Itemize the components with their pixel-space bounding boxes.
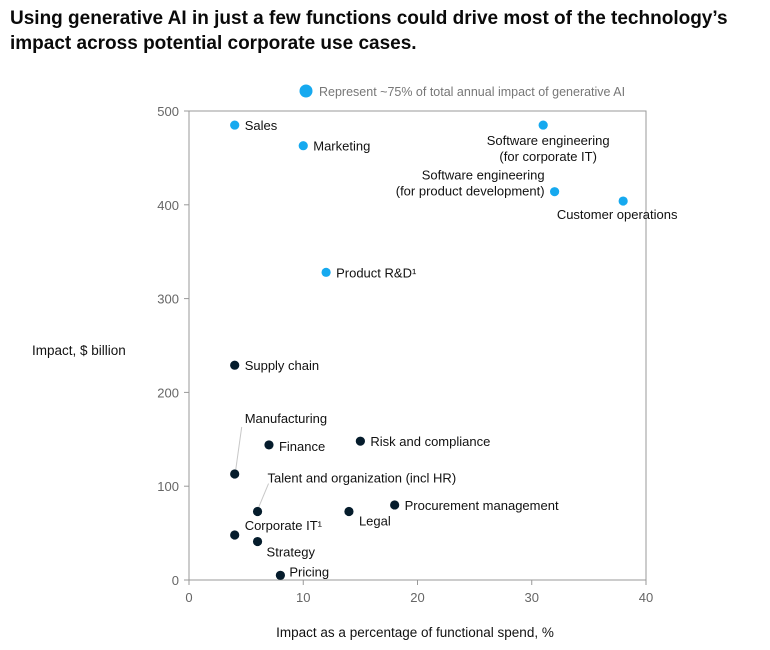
x-tick-label: 10 [296, 590, 310, 605]
y-tick-label: 200 [157, 385, 179, 400]
point-strategy [252, 536, 263, 547]
point-pricing [275, 570, 285, 580]
y-axis-label: Impact, $ billion [32, 343, 126, 358]
point-legal [344, 506, 354, 517]
point-finance [264, 440, 274, 450]
point-label-supply-chain: Supply chain [245, 358, 319, 373]
point-label-customer-operations: Customer operations [557, 207, 678, 222]
x-tick-label: 30 [525, 590, 539, 605]
leader-lines [235, 426, 270, 508]
point-label-product-r-d: Product R&D¹ [336, 265, 417, 280]
point-risk-and-compliance [355, 436, 365, 446]
point-label-software-engineering-for-corporate-it: Software engineering (for corporate IT) [487, 133, 610, 164]
y-tick-label: 500 [157, 104, 179, 119]
point-label-procurement-management: Procurement management [405, 498, 559, 513]
data-points [230, 120, 628, 580]
y-tick-label: 300 [157, 292, 179, 307]
point-label-legal: Legal [359, 514, 391, 529]
chart-title: Using generative AI in just a few functi… [10, 8, 728, 54]
point-software-engineering-for-corporate-it [538, 120, 548, 130]
point-marketing [298, 141, 308, 151]
point-supply-chain [230, 360, 240, 370]
point-customer-operations [618, 196, 628, 206]
point-label-finance: Finance [279, 439, 325, 454]
point-corporate-it [230, 530, 240, 540]
point-software-engineering-for-product-development [550, 187, 560, 197]
point-label-manufacturing: Manufacturing [245, 411, 327, 426]
leader-line-manufacturing [235, 426, 243, 471]
point-labels: Sales Marketing Software engineering (for c… [245, 118, 678, 579]
point-sales [230, 120, 240, 130]
legend-label: Represent ~75% of total annual impact of… [319, 85, 625, 99]
axis-ticks: 0 100 200 300 400 500 0 10 20 30 40 [157, 104, 653, 605]
point-label-pricing: Pricing [289, 564, 329, 579]
point-label-talent-and-organization-incl-hr: Talent and organization (incl HR) [268, 471, 457, 486]
point-label-marketing: Marketing [313, 139, 370, 154]
x-tick-label: 20 [410, 590, 424, 605]
y-tick-label: 0 [172, 573, 179, 588]
legend-marker [299, 84, 313, 98]
x-axis-label: Impact as a percentage of functional spe… [276, 625, 554, 640]
y-tick-label: 400 [157, 198, 179, 213]
point-label-sales: Sales [245, 118, 278, 133]
point-talent-and-organization-incl-hr [252, 506, 263, 517]
x-tick-label: 40 [639, 590, 653, 605]
point-label-risk-and-compliance: Risk and compliance [370, 434, 490, 449]
x-tick-label: 0 [185, 590, 192, 605]
point-procurement-management [390, 500, 400, 510]
y-tick-label: 100 [157, 479, 179, 494]
point-label-software-engineering-for-product-development: Software engineering (for product develop… [396, 168, 545, 199]
point-product-r-d [321, 267, 331, 277]
leader-line-talent-and-organization-incl-hr [258, 483, 270, 508]
point-label-strategy: Strategy [267, 545, 316, 560]
point-label-corporate-it: Corporate IT¹ [245, 518, 323, 533]
point-manufacturing [230, 469, 240, 479]
